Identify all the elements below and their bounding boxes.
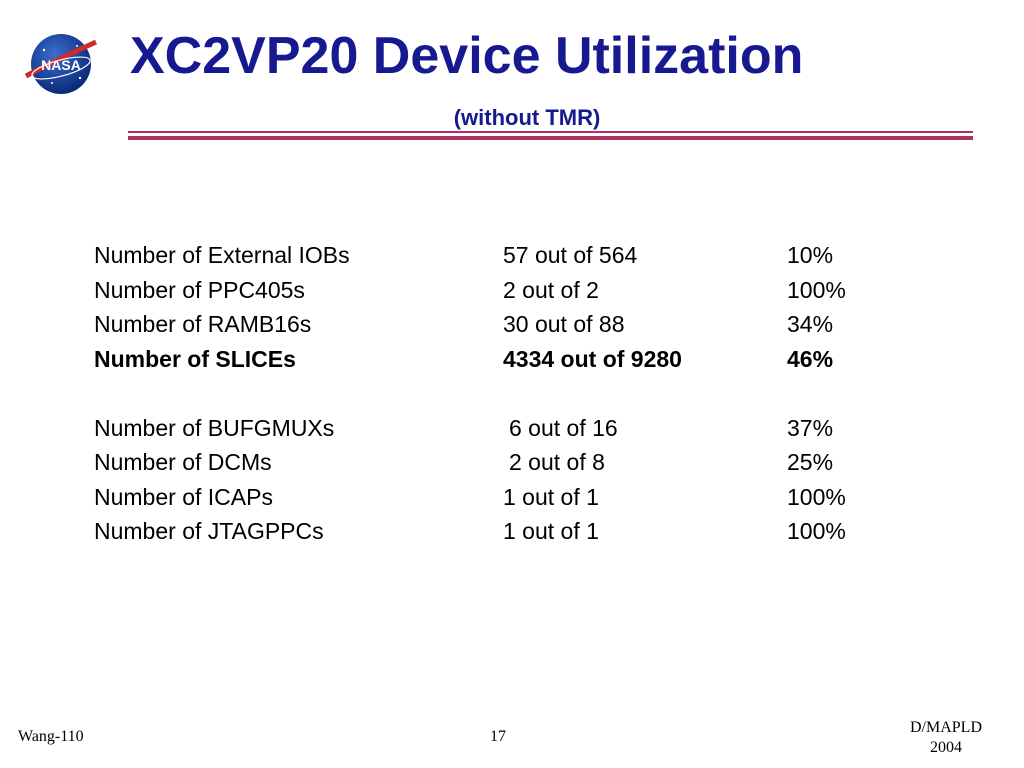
table-row: Number of BUFGMUXs 6 out of 16 37%: [94, 411, 894, 446]
row-label: Number of DCMs: [94, 449, 272, 475]
row-label: Number of RAMB16s: [94, 311, 312, 337]
title-rule-thin: [128, 131, 973, 133]
row-label: Number of PPC405s: [94, 276, 305, 303]
nasa-logo-text: NASA: [41, 57, 81, 73]
table-row: Number of PPC405s 2 out of 2 100%: [94, 273, 894, 308]
table-row-highlight: Number of SLICEs 4334 out of 9280 46%: [94, 342, 894, 377]
table-row: Number of JTAGPPCs 1 out of 1 100%: [94, 514, 894, 549]
row-percent: 10%: [787, 242, 834, 268]
group-spacer: [94, 376, 894, 411]
utilization-table: Number of External IOBs 57 out of 564 10…: [94, 238, 894, 549]
footer-conference: D/MAPLD 2004: [910, 718, 982, 758]
row-percent: 25%: [787, 449, 834, 475]
table-row: Number of External IOBs 57 out of 564 10…: [94, 238, 894, 273]
page-number: 17: [490, 728, 506, 745]
row-percent: 46%: [787, 345, 834, 372]
footer-conference-year: 2004: [930, 739, 962, 756]
table-row: Number of ICAPs 1 out of 1 100%: [94, 480, 894, 515]
row-label: Number of ICAPs: [94, 483, 273, 510]
row-count: 2 out of 2: [503, 276, 599, 303]
table-row: Number of DCMs 2 out of 8 25%: [94, 445, 894, 480]
row-count: 2 out of 8: [509, 449, 605, 475]
row-percent: 37%: [787, 414, 834, 441]
row-percent: 100%: [787, 483, 846, 510]
row-count: 4334 out of 9280: [503, 345, 682, 372]
table-row: Number of RAMB16s 30 out of 88 34%: [94, 307, 894, 342]
row-label: Number of JTAGPPCs: [94, 518, 324, 544]
nasa-logo: NASA: [24, 34, 98, 94]
title-rule-thick: [128, 136, 973, 140]
page-title: XC2VP20 Device Utilization: [130, 27, 804, 85]
row-count: 6 out of 16: [509, 414, 618, 441]
row-label: Number of BUFGMUXs: [94, 414, 335, 441]
page-subtitle: (without TMR): [453, 105, 601, 130]
row-count: 30 out of 88: [503, 311, 625, 337]
row-count: 57 out of 564: [503, 242, 638, 268]
row-label: Number of External IOBs: [94, 242, 350, 268]
row-count: 1 out of 1: [503, 483, 599, 510]
row-percent: 100%: [787, 276, 846, 303]
row-percent: 100%: [787, 518, 846, 544]
row-percent: 34%: [787, 311, 834, 337]
row-label: Number of SLICEs: [94, 345, 296, 372]
row-count: 1 out of 1: [503, 518, 599, 544]
footer-author: Wang-110: [18, 728, 84, 745]
footer-conference-name: D/MAPLD: [910, 719, 983, 736]
